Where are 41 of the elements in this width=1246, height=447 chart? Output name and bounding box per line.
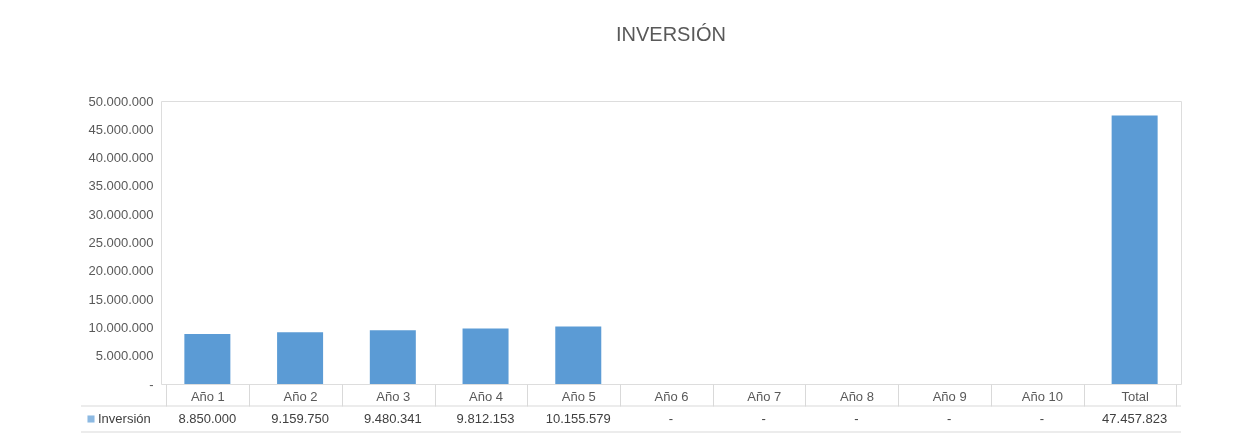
x-tick-label: Año 6 [654, 388, 689, 404]
bar [462, 328, 509, 384]
data-label: - [947, 411, 952, 426]
x-tick-label: Año 8 [839, 388, 874, 404]
y-tick-label: 45.000.000 [88, 121, 154, 137]
y-tick-label: - [149, 376, 154, 392]
y-tick-label: 10.000.000 [88, 319, 154, 335]
bar [369, 330, 416, 384]
data-label: - [761, 411, 766, 426]
data-label: - [668, 411, 674, 426]
data-label: 47.457.823 [1102, 411, 1168, 426]
x-tick-label: Año 10 [1021, 388, 1064, 404]
data-label: - [1039, 411, 1045, 426]
x-tick-label: Año 4 [469, 388, 504, 404]
y-tick-label: 40.000.000 [88, 150, 154, 166]
bar [1111, 115, 1158, 384]
data-label: - [854, 411, 859, 426]
y-tick-label: 30.000.000 [88, 206, 154, 222]
bar [277, 332, 324, 384]
legend-label: Inversión [98, 411, 151, 426]
y-tick-label: 35.000.000 [88, 178, 154, 194]
x-tick-label: Año 5 [561, 388, 596, 404]
x-tick-label: Año 3 [376, 388, 411, 404]
bar [184, 333, 231, 384]
x-tick-label: Año 2 [283, 388, 318, 404]
y-tick-label: 20.000.000 [88, 263, 154, 279]
x-tick-label: Año 9 [932, 388, 967, 404]
data-label: 8.850.000 [178, 411, 237, 426]
bar [555, 326, 602, 384]
x-tick-label: Año 1 [190, 388, 225, 404]
data-label: 10.155.579 [545, 411, 611, 426]
x-tick-label: Año 7 [747, 388, 782, 404]
data-label: 9.812.153 [456, 411, 515, 426]
data-label: 9.480.341 [363, 411, 422, 426]
y-tick-label: 50.000.000 [88, 93, 154, 109]
y-tick-label: 25.000.000 [88, 235, 154, 250]
x-tick-label: Total [1121, 388, 1149, 404]
data-label: 9.159.750 [271, 411, 330, 426]
y-tick-label: 5.000.000 [95, 348, 154, 364]
y-tick-label: 15.000.000 [88, 291, 154, 307]
chart-title: INVERSIÓN [615, 23, 727, 45]
